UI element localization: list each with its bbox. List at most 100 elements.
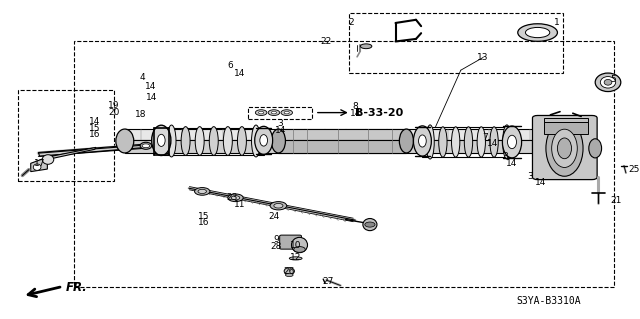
Text: 25: 25 <box>628 165 639 174</box>
Text: 12: 12 <box>290 253 301 262</box>
Circle shape <box>228 194 243 202</box>
Text: 14: 14 <box>349 109 361 118</box>
Text: 22: 22 <box>321 37 332 46</box>
Ellipse shape <box>439 127 447 157</box>
Ellipse shape <box>209 127 218 155</box>
Ellipse shape <box>518 24 557 41</box>
Ellipse shape <box>255 126 273 154</box>
FancyBboxPatch shape <box>532 115 597 180</box>
Text: 15: 15 <box>198 212 209 221</box>
Text: 27: 27 <box>322 277 333 286</box>
Text: 14: 14 <box>89 117 100 126</box>
Circle shape <box>274 204 283 208</box>
Circle shape <box>284 111 289 114</box>
Text: 15: 15 <box>89 124 100 133</box>
Ellipse shape <box>600 77 616 88</box>
Ellipse shape <box>271 129 285 153</box>
Text: 8: 8 <box>353 102 358 111</box>
Text: FR.: FR. <box>65 281 87 294</box>
Text: 19: 19 <box>108 101 120 110</box>
Ellipse shape <box>426 125 435 159</box>
Ellipse shape <box>419 135 426 147</box>
Text: 18: 18 <box>135 110 147 119</box>
Text: 16: 16 <box>89 130 100 139</box>
Ellipse shape <box>157 134 165 146</box>
Ellipse shape <box>589 139 602 158</box>
Text: B-33-20: B-33-20 <box>355 108 403 118</box>
Ellipse shape <box>502 126 522 158</box>
Text: 14: 14 <box>535 178 547 187</box>
Ellipse shape <box>223 127 232 155</box>
Polygon shape <box>278 140 406 153</box>
Circle shape <box>259 111 264 114</box>
Ellipse shape <box>237 127 246 155</box>
Ellipse shape <box>363 219 377 231</box>
Ellipse shape <box>181 127 190 155</box>
Text: 3: 3 <box>527 172 532 181</box>
Ellipse shape <box>490 127 499 157</box>
Circle shape <box>142 144 150 148</box>
Polygon shape <box>278 129 406 140</box>
Circle shape <box>231 196 240 200</box>
Circle shape <box>365 222 375 227</box>
Polygon shape <box>544 118 588 122</box>
Ellipse shape <box>508 135 516 149</box>
Ellipse shape <box>116 129 134 153</box>
Ellipse shape <box>294 247 305 252</box>
Text: S3YA-B3310A: S3YA-B3310A <box>517 296 581 307</box>
Circle shape <box>270 202 287 210</box>
Ellipse shape <box>152 125 171 155</box>
Text: 3: 3 <box>503 152 508 161</box>
Circle shape <box>198 189 207 194</box>
Text: 14: 14 <box>487 139 499 148</box>
Ellipse shape <box>399 129 413 153</box>
Text: 14: 14 <box>234 69 246 78</box>
Ellipse shape <box>552 129 577 167</box>
Text: 23: 23 <box>226 193 237 202</box>
Ellipse shape <box>360 44 372 49</box>
Text: 16: 16 <box>198 218 209 227</box>
Text: 9: 9 <box>274 235 279 244</box>
Polygon shape <box>31 147 96 172</box>
Polygon shape <box>38 144 146 156</box>
FancyBboxPatch shape <box>280 235 301 249</box>
Text: 1: 1 <box>554 18 559 27</box>
Ellipse shape <box>284 268 294 275</box>
Ellipse shape <box>289 257 302 260</box>
Ellipse shape <box>477 127 486 157</box>
Ellipse shape <box>285 273 293 277</box>
Text: 6: 6 <box>228 61 233 70</box>
Text: 10: 10 <box>290 241 301 250</box>
Text: 2: 2 <box>348 18 353 27</box>
Text: 24: 24 <box>268 212 280 221</box>
Ellipse shape <box>260 135 268 146</box>
Ellipse shape <box>167 125 176 157</box>
Text: 26: 26 <box>284 267 295 276</box>
Ellipse shape <box>557 138 572 159</box>
Circle shape <box>281 110 292 115</box>
Ellipse shape <box>452 127 460 157</box>
Text: 14: 14 <box>145 82 156 91</box>
Text: 7: 7 <box>483 133 488 142</box>
Ellipse shape <box>413 126 431 156</box>
Text: 21: 21 <box>610 197 621 205</box>
Text: 13: 13 <box>477 53 489 62</box>
Circle shape <box>255 110 267 115</box>
Circle shape <box>268 110 280 115</box>
Ellipse shape <box>140 142 152 149</box>
Ellipse shape <box>604 79 612 85</box>
Ellipse shape <box>546 120 583 176</box>
Circle shape <box>195 188 210 195</box>
Text: 28: 28 <box>271 242 282 251</box>
Ellipse shape <box>252 125 260 157</box>
Circle shape <box>271 111 276 114</box>
Text: 20: 20 <box>108 108 120 117</box>
Text: 11: 11 <box>234 200 246 209</box>
Ellipse shape <box>33 164 41 170</box>
Text: 17: 17 <box>34 159 45 168</box>
Ellipse shape <box>595 73 621 92</box>
Text: 14: 14 <box>146 93 157 102</box>
Text: 3: 3 <box>278 119 283 128</box>
Ellipse shape <box>525 27 550 38</box>
Ellipse shape <box>503 125 511 159</box>
